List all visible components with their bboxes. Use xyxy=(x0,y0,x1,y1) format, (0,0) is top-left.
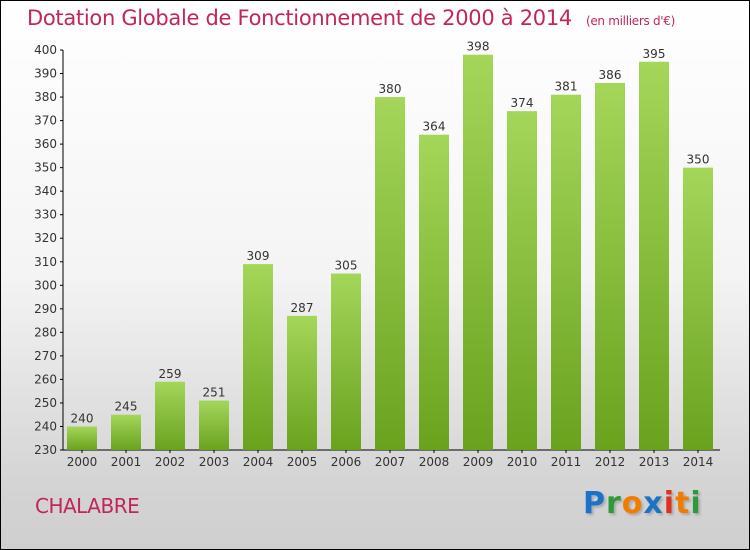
x-tick-label: 2013 xyxy=(639,455,670,469)
y-tick-label: 310 xyxy=(34,255,57,269)
y-tick-label: 360 xyxy=(34,137,57,151)
data-label: 380 xyxy=(379,82,402,96)
bar-2003 xyxy=(199,400,229,450)
bar-2000 xyxy=(67,426,97,450)
proxiti-logo: Proxiti xyxy=(583,486,702,521)
bar-2005 xyxy=(287,315,317,450)
bar-2007 xyxy=(375,97,405,450)
x-tick-label: 2001 xyxy=(111,455,142,469)
y-tick-label: 370 xyxy=(34,114,57,128)
bar-2012 xyxy=(595,82,625,451)
bar-2013 xyxy=(639,61,669,450)
y-tick-label: 340 xyxy=(34,184,57,198)
y-tick-label: 350 xyxy=(34,161,57,175)
logo-letter: o xyxy=(621,486,644,521)
data-label: 374 xyxy=(511,96,534,110)
x-tick-label: 2011 xyxy=(551,455,582,469)
data-label: 245 xyxy=(115,400,138,414)
y-tick-label: 330 xyxy=(34,208,57,222)
chart-title: Dotation Globale de Fonctionnement de 20… xyxy=(27,6,675,30)
data-label: 240 xyxy=(71,411,94,425)
x-tick-label: 2012 xyxy=(595,455,626,469)
y-tick-label: 240 xyxy=(34,419,57,433)
bar-2011 xyxy=(551,94,581,451)
y-tick-label: 280 xyxy=(34,325,57,339)
bar-2004 xyxy=(243,264,273,450)
data-label: 364 xyxy=(423,120,446,134)
x-tick-label: 2003 xyxy=(199,455,230,469)
bar-2002 xyxy=(155,381,185,450)
data-label: 350 xyxy=(687,153,710,167)
y-tick-label: 230 xyxy=(34,443,57,457)
data-label: 305 xyxy=(335,259,358,273)
y-tick-label: 270 xyxy=(34,349,57,363)
logo-letter: i xyxy=(663,486,676,521)
y-tick-label: 290 xyxy=(34,302,57,316)
bar-2009 xyxy=(463,54,493,451)
x-tick-label: 2008 xyxy=(419,455,450,469)
bar-2006 xyxy=(331,273,361,450)
logo-letter: t xyxy=(675,486,691,521)
x-tick-label: 2000 xyxy=(67,455,98,469)
data-label: 259 xyxy=(159,367,182,381)
x-tick-label: 2006 xyxy=(331,455,362,469)
logo-letter: r xyxy=(606,486,622,521)
bar-2008 xyxy=(419,134,449,451)
data-label: 309 xyxy=(247,249,270,263)
x-tick-label: 2002 xyxy=(155,455,186,469)
logo-letter: P xyxy=(583,486,606,521)
data-label: 251 xyxy=(203,386,226,400)
x-tick-label: 2014 xyxy=(683,455,714,469)
commune-name: CHALABRE xyxy=(35,494,140,518)
x-tick-label: 2004 xyxy=(243,455,274,469)
data-label: 395 xyxy=(643,47,666,61)
title-text: Dotation Globale de Fonctionnement de 20… xyxy=(27,6,572,30)
unit-label: (en milliers d'€) xyxy=(585,14,675,28)
data-label: 386 xyxy=(599,68,622,82)
y-tick-label: 380 xyxy=(34,90,57,104)
data-label: 381 xyxy=(555,80,578,94)
y-tick-label: 300 xyxy=(34,278,57,292)
y-tick-label: 390 xyxy=(34,67,57,81)
x-tick-label: 2007 xyxy=(375,455,406,469)
x-tick-label: 2009 xyxy=(463,455,494,469)
y-tick-label: 250 xyxy=(34,396,57,410)
bar-2010 xyxy=(507,111,537,451)
data-label: 398 xyxy=(467,40,490,54)
logo-letter: i xyxy=(690,486,702,521)
y-tick-label: 260 xyxy=(34,372,57,386)
data-label: 287 xyxy=(291,301,314,315)
y-tick-label: 400 xyxy=(34,43,57,57)
x-tick-label: 2005 xyxy=(287,455,318,469)
x-tick-label: 2010 xyxy=(507,455,538,469)
y-tick-label: 320 xyxy=(34,231,57,245)
logo-letter: x xyxy=(643,486,664,521)
bar-2014 xyxy=(683,167,713,450)
bar-2001 xyxy=(111,414,141,450)
